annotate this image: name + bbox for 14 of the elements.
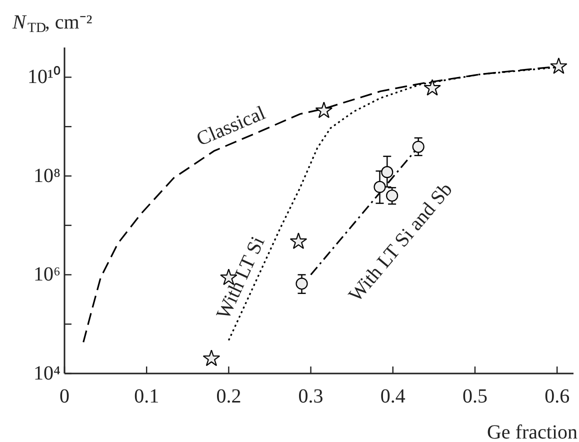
x-tick-label: 0 [60, 386, 70, 408]
text: With LT Si and Sb [344, 178, 457, 306]
x-tick-label: 0.1 [134, 386, 160, 408]
y-tick-label: 10⁴ [34, 362, 61, 384]
x-tick-label: 0.5 [462, 386, 488, 408]
x-tick-label: 0.3 [298, 386, 324, 408]
text: With LT Si [212, 232, 270, 323]
y-tick-label: 10¹⁰ [28, 65, 61, 88]
y-tick-label: 10⁸ [34, 164, 61, 187]
x-tick-label: 0.6 [544, 386, 570, 408]
x-tick-label: 0.2 [216, 386, 242, 408]
y-tick-label: 10⁶ [34, 264, 61, 286]
x-axis-title: Ge fraction [486, 422, 578, 442]
x-tick-label: 0.4 [380, 386, 406, 408]
